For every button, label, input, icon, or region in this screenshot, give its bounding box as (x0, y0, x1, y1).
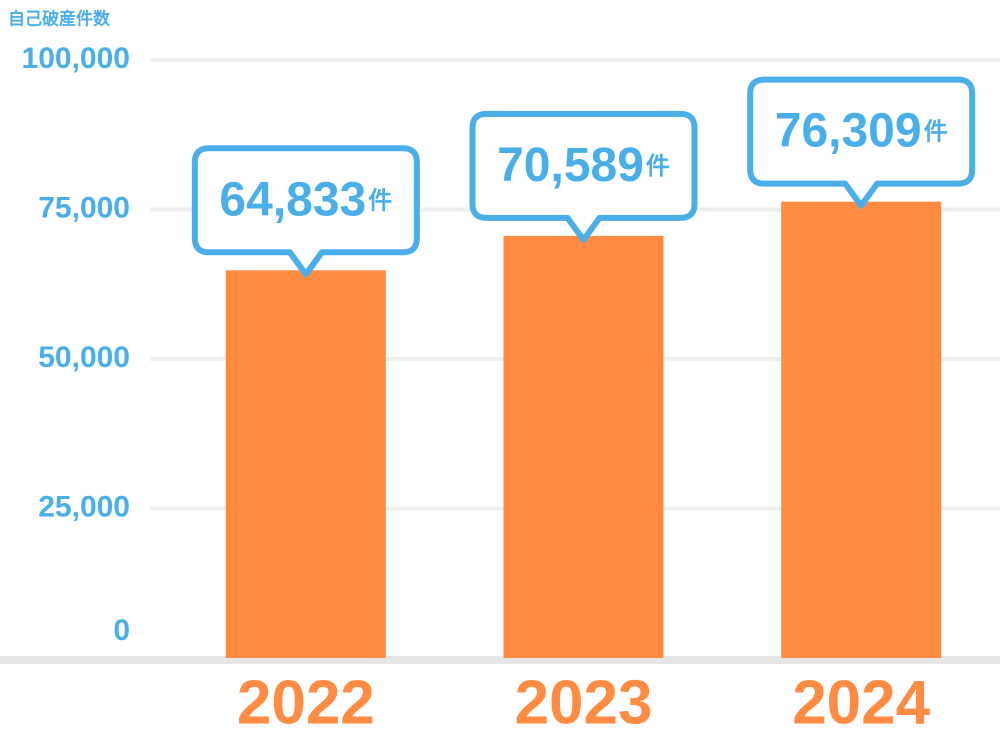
bar (503, 235, 664, 658)
value-label: 76,309件 (775, 104, 948, 157)
y-tick-label: 25,000 (38, 490, 130, 523)
callout (469, 110, 698, 243)
y-tick-label: 50,000 (38, 341, 130, 374)
value-number: 70,589 (497, 139, 644, 192)
value-unit: 件 (646, 153, 670, 180)
y-tick-label: 0 (113, 614, 130, 647)
x-tick-label: 2024 (792, 668, 930, 737)
bar (781, 201, 942, 658)
value-label: 70,589件 (497, 139, 670, 192)
value-label: 64,833件 (219, 173, 392, 226)
value-unit: 件 (924, 119, 948, 146)
bar (225, 270, 386, 658)
value-unit: 件 (368, 188, 392, 215)
callout (747, 76, 976, 209)
callout (191, 145, 420, 278)
value-number: 76,309 (775, 104, 922, 157)
y-axis-label: 自己破産件数 (8, 8, 111, 28)
x-tick-label: 2022 (237, 668, 375, 737)
y-tick-label: 75,000 (38, 191, 130, 224)
x-tick-label: 2023 (515, 668, 653, 737)
value-number: 64,833 (219, 173, 366, 226)
y-tick-label: 100,000 (22, 42, 130, 75)
